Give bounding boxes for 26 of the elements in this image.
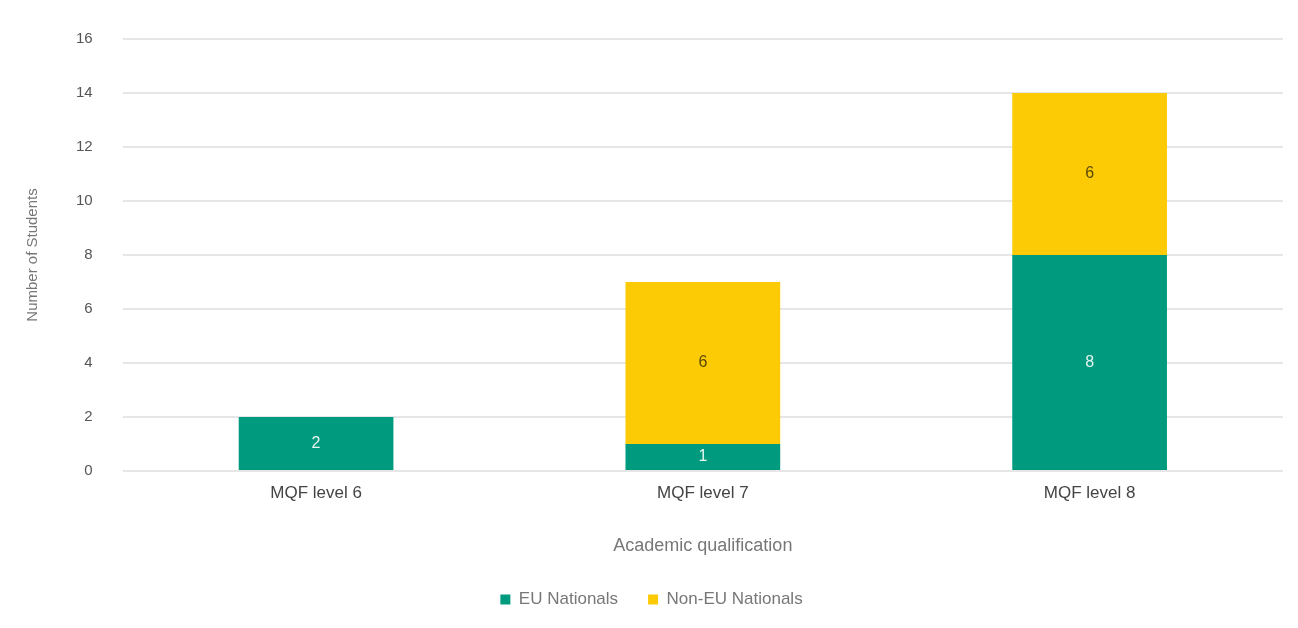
bar <box>1012 255 1167 470</box>
data-label: 6 <box>1085 164 1095 182</box>
bar <box>625 444 781 470</box>
y-tick-label: 2 <box>84 407 93 425</box>
y-tick-label: 0 <box>84 461 93 479</box>
data-label: 8 <box>1085 352 1095 370</box>
y-tick-label: 16 <box>76 29 93 47</box>
data-label: 2 <box>311 433 321 451</box>
data-label: 6 <box>698 353 708 371</box>
bar <box>238 417 394 470</box>
x-tick-label: MQF level 7 <box>657 482 749 502</box>
data-label: 1 <box>698 447 708 465</box>
y-tick-label: 10 <box>76 191 93 209</box>
bar <box>1012 93 1167 255</box>
bar <box>625 282 781 444</box>
legend-label: EU Nationals <box>518 589 619 609</box>
y-tick-label: 14 <box>76 83 93 101</box>
x-tick-label: MQF level 6 <box>270 482 362 502</box>
y-tick-label: 4 <box>84 353 93 371</box>
x-tick-label: MQF level 8 <box>1043 482 1136 502</box>
y-axis-title: Number of Students <box>23 188 41 322</box>
y-tick-label: 12 <box>76 137 93 155</box>
y-tick-label: 6 <box>84 299 93 317</box>
y-tick-label: 8 <box>84 245 93 263</box>
legend-label: Non-EU Nationals <box>666 589 803 609</box>
x-axis-title: Academic qualification <box>613 535 793 556</box>
